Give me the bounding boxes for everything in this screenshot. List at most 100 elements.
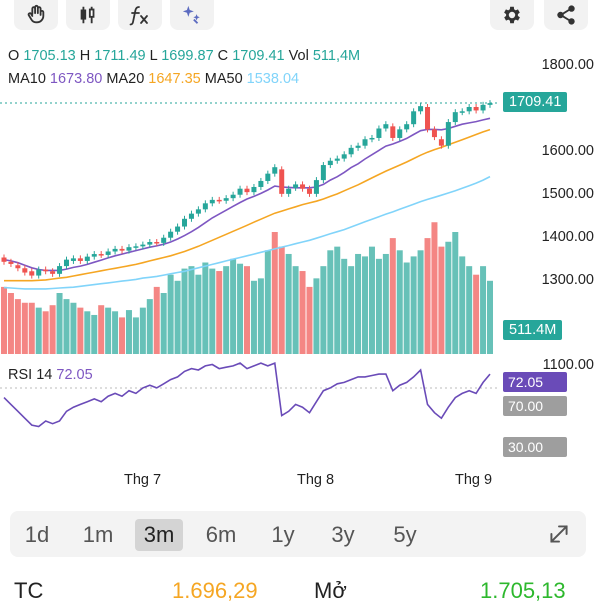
candle <box>425 107 431 130</box>
volume-bar <box>112 311 119 354</box>
tc-label: TC <box>14 578 44 603</box>
candle <box>293 184 299 188</box>
volume-bar <box>84 311 91 354</box>
hand-tool-button[interactable] <box>14 0 58 30</box>
range-1d[interactable]: 1d <box>24 522 50 547</box>
candle <box>279 169 285 194</box>
candle <box>466 107 472 112</box>
high-value: 1711.49 <box>94 48 146 64</box>
tc-value: 1.696,29 <box>172 578 258 603</box>
range-3y[interactable]: 3y <box>331 522 355 547</box>
price-tick-1600: 1600.00 <box>541 143 594 159</box>
ma10-line <box>3 117 491 272</box>
indicator-button[interactable] <box>118 0 162 30</box>
range-6m[interactable]: 6m <box>205 522 237 547</box>
candle <box>369 137 375 140</box>
candle <box>313 180 319 194</box>
ma50-label: MA50 <box>204 71 243 87</box>
candle <box>306 188 312 194</box>
volume-label: Vol <box>288 48 309 64</box>
volume-bar <box>195 274 202 354</box>
close-label: C <box>217 48 229 64</box>
price-chart[interactable] <box>0 0 600 470</box>
high-label: H <box>79 48 91 64</box>
candle <box>459 111 465 113</box>
range-3m[interactable]: 3m <box>135 519 183 551</box>
open-label: O <box>8 48 20 64</box>
volume-bar <box>125 310 132 354</box>
price-tick-1300: 1300.00 <box>541 272 594 288</box>
candle <box>362 139 368 146</box>
candle <box>105 251 111 255</box>
volume-bar <box>56 293 63 354</box>
sparkle-icon <box>182 5 200 24</box>
ma50-line <box>3 175 491 290</box>
share-button[interactable] <box>544 0 588 30</box>
candle <box>320 165 326 181</box>
price-tick-1800: 1800.00 <box>541 57 594 73</box>
volume-bar <box>313 278 320 354</box>
candle <box>161 237 167 243</box>
chart-type-button[interactable] <box>66 0 110 30</box>
low-value: 1699.87 <box>161 48 214 64</box>
volume-bar <box>237 263 244 354</box>
price-tick-1100: 1100.00 <box>542 357 594 373</box>
volume-bar <box>14 299 21 354</box>
candle <box>91 254 97 257</box>
volume-bar <box>230 258 237 354</box>
candle <box>63 259 69 267</box>
settings-button[interactable] <box>490 0 534 30</box>
candle <box>8 261 14 264</box>
volume-bar <box>223 266 230 354</box>
candle <box>237 188 243 195</box>
range-selector: 1d 1m 3m 6m 1y 3y 5y <box>10 511 586 557</box>
candle <box>216 199 222 202</box>
volume-bar <box>396 250 403 354</box>
volume-bar <box>389 238 396 354</box>
volume-bar <box>1 286 7 354</box>
volume-bar <box>181 268 188 354</box>
volume-bar <box>250 280 257 354</box>
candle <box>98 254 104 256</box>
open-price-value: 1.705,13 <box>480 578 566 603</box>
candle <box>411 111 417 125</box>
volume-bar <box>285 253 292 354</box>
volume-bar <box>466 266 473 354</box>
volume-bar <box>77 307 84 354</box>
candle <box>397 129 403 138</box>
range-5y[interactable]: 5y <box>393 522 417 547</box>
volume-bar <box>153 286 160 354</box>
volume-bar <box>132 317 139 354</box>
volume-bar <box>327 250 334 354</box>
candle <box>376 128 382 138</box>
volume-bar <box>382 253 389 354</box>
candle <box>70 258 76 261</box>
range-1y[interactable]: 1y <box>271 522 295 547</box>
candle <box>348 147 354 155</box>
ma20-line <box>4 128 491 282</box>
volume-bar <box>70 302 77 354</box>
volume-bar <box>355 253 362 354</box>
candle <box>251 186 257 193</box>
ai-tool-button[interactable] <box>170 0 214 30</box>
volume-bar <box>452 232 459 354</box>
candle <box>202 203 208 210</box>
rsi-line <box>3 361 491 428</box>
volume-bar <box>202 262 209 354</box>
fullscreen-button[interactable] <box>546 521 574 549</box>
function-icon <box>129 6 148 26</box>
range-1m[interactable]: 1m <box>82 522 114 547</box>
candle <box>438 139 444 146</box>
candle <box>126 247 132 251</box>
month-label-aug: Thg 8 <box>297 472 335 488</box>
rsi-value: 72.05 <box>56 367 93 383</box>
volume-bar <box>28 302 35 354</box>
volume-bar <box>348 266 355 354</box>
volume-bar <box>7 293 14 354</box>
candle <box>133 246 139 248</box>
candle <box>223 198 229 201</box>
volume-bar <box>431 222 438 354</box>
candle <box>140 244 146 247</box>
ma50-value: 1538.04 <box>246 71 300 87</box>
candle <box>244 188 250 193</box>
